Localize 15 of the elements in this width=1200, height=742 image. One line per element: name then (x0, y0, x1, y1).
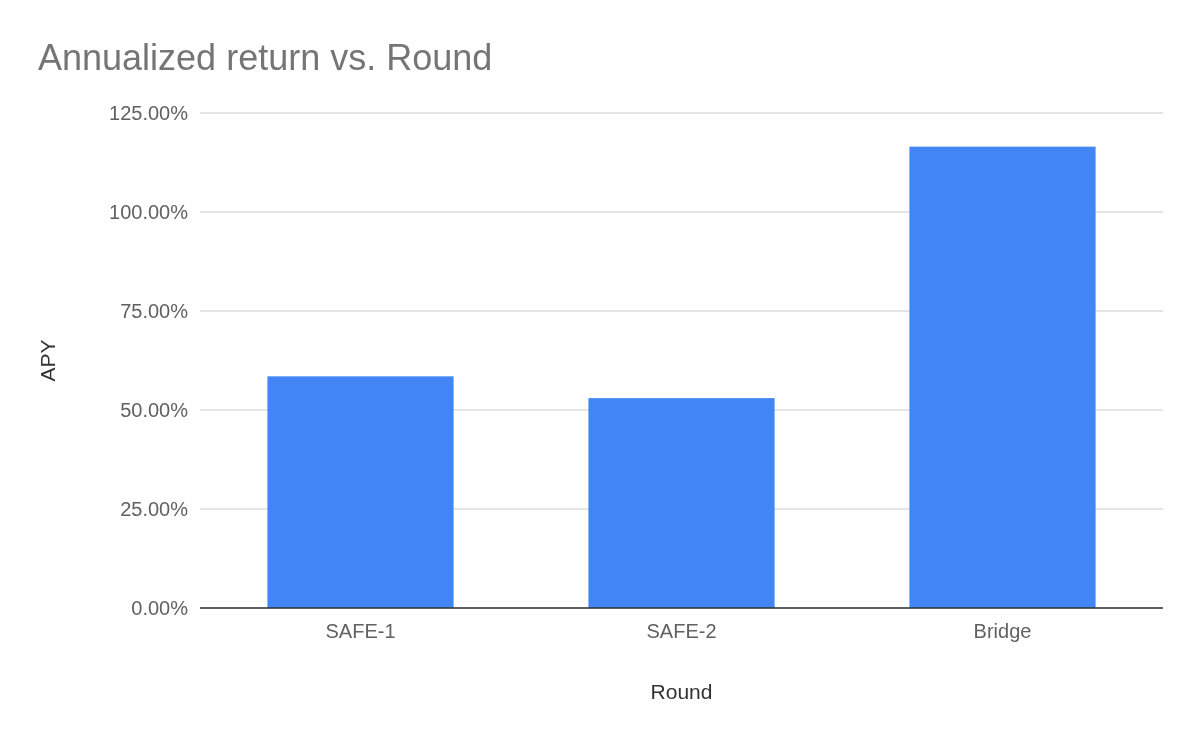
chart-title: Annualized return vs. Round (38, 37, 493, 78)
y-tick-label: 50.00% (120, 399, 189, 421)
bar (267, 376, 454, 608)
y-tick-label: 25.00% (120, 498, 189, 520)
y-tick-label: 125.00% (109, 102, 189, 124)
x-axis-title: Round (650, 680, 713, 703)
y-tick-label: 0.00% (131, 597, 189, 619)
y-axis-title: APY (36, 339, 59, 382)
y-tick-label: 75.00% (120, 300, 189, 322)
x-tick-label: SAFE-2 (646, 620, 717, 642)
y-tick-label: 100.00% (109, 201, 189, 223)
x-tick-label: SAFE-1 (325, 620, 396, 642)
bar (909, 146, 1096, 608)
bar (588, 398, 775, 608)
x-tick-label: Bridge (973, 620, 1032, 642)
